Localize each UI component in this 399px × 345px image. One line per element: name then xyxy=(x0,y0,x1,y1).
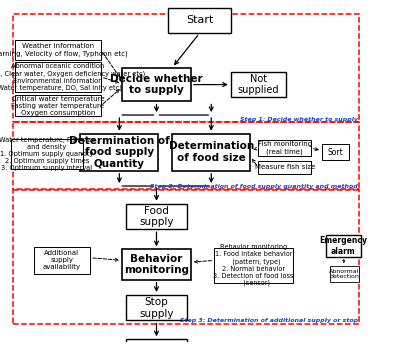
Text: Step 3: Determination of additional supply or stop: Step 3: Determination of additional supp… xyxy=(180,318,358,323)
FancyBboxPatch shape xyxy=(80,134,158,171)
Text: Emergency
alarm: Emergency alarm xyxy=(319,236,367,256)
FancyBboxPatch shape xyxy=(126,295,187,321)
Text: Step 2: Determination of food supply quantity and method: Step 2: Determination of food supply qua… xyxy=(150,185,358,189)
Text: Critical water temperature
Fasting water temperature
Oxygen consumption: Critical water temperature Fasting water… xyxy=(12,96,105,116)
Text: Food
supply: Food supply xyxy=(139,206,174,227)
Text: Measure fish size: Measure fish size xyxy=(255,165,315,170)
FancyBboxPatch shape xyxy=(168,8,231,33)
Text: Additional
supply
availability: Additional supply availability xyxy=(43,250,81,270)
FancyBboxPatch shape xyxy=(172,134,250,171)
Text: Determination
of food size: Determination of food size xyxy=(169,141,254,163)
Text: Water temperature, Fish size
and density
1. Optimum supply quantity
2. Optimum s: Water temperature, Fish size and density… xyxy=(0,137,95,171)
FancyBboxPatch shape xyxy=(15,40,101,60)
FancyBboxPatch shape xyxy=(15,62,101,92)
Text: Start: Start xyxy=(186,16,213,25)
Text: Behavior monitoring
1. Food intake behavior
   (pattern, type)
2. Normal behavio: Behavior monitoring 1. Food intake behav… xyxy=(213,245,294,286)
FancyBboxPatch shape xyxy=(326,235,361,257)
FancyBboxPatch shape xyxy=(122,249,191,280)
FancyBboxPatch shape xyxy=(34,247,90,274)
Text: Behavior
monitoring: Behavior monitoring xyxy=(124,254,189,275)
Text: Abnormal
detection: Abnormal detection xyxy=(329,268,359,279)
FancyBboxPatch shape xyxy=(126,204,187,229)
FancyBboxPatch shape xyxy=(231,72,286,97)
FancyBboxPatch shape xyxy=(214,248,292,283)
FancyBboxPatch shape xyxy=(122,68,191,101)
Text: Weather information
(Warning, Velocity of flow, Typhoon etc): Weather information (Warning, Velocity o… xyxy=(0,43,127,57)
FancyBboxPatch shape xyxy=(126,339,187,345)
FancyBboxPatch shape xyxy=(15,96,101,116)
FancyBboxPatch shape xyxy=(11,139,83,169)
FancyBboxPatch shape xyxy=(258,161,311,174)
FancyBboxPatch shape xyxy=(258,140,311,156)
Text: Determination of
food supply
Quantity: Determination of food supply Quantity xyxy=(69,136,170,169)
Text: Abnormal oceanic condition
(Red tide, Clear water, Oxygen deficiency water etc)
: Abnormal oceanic condition (Red tide, Cl… xyxy=(0,63,146,91)
Text: Not
supplied: Not supplied xyxy=(237,74,279,96)
Text: Stop
supply: Stop supply xyxy=(139,297,174,318)
FancyBboxPatch shape xyxy=(330,266,359,282)
Text: Step 1: Decide whether to supply: Step 1: Decide whether to supply xyxy=(240,117,358,122)
Text: Decide whether
to supply: Decide whether to supply xyxy=(110,74,203,96)
Text: Sort: Sort xyxy=(328,148,344,157)
FancyBboxPatch shape xyxy=(322,144,349,160)
Text: Fish monitoring
(real time): Fish monitoring (real time) xyxy=(258,141,312,155)
